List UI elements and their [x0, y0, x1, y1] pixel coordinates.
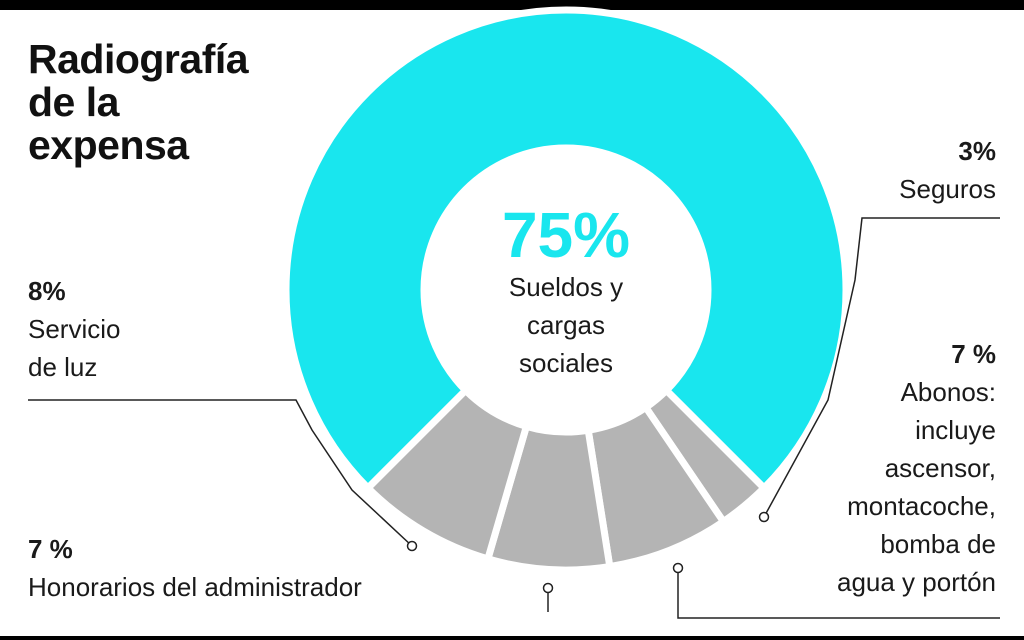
top-rule — [0, 0, 1024, 10]
label-seguros: 3% Seguros — [899, 132, 996, 208]
label-abonos-text: Abonos: incluye ascensor, montacoche, bo… — [836, 377, 996, 597]
leader-dot-seguros — [758, 511, 770, 523]
label-luz: 8% Servicio de luz — [28, 272, 120, 386]
label-honorarios-percent: 7 % — [28, 534, 73, 564]
bottom-rule — [0, 636, 1024, 640]
label-luz-text: Servicio de luz — [28, 314, 121, 382]
leader-dot-abonos — [672, 562, 684, 574]
center-label: Sueldos y cargas sociales — [508, 272, 624, 378]
center-percent: 75% — [501, 199, 631, 271]
leader-line-luz — [28, 399, 413, 547]
leader-line-seguros — [763, 217, 1000, 518]
leader-dot-luz — [406, 540, 418, 552]
slice-luz — [363, 385, 531, 564]
label-honorarios-text: Honorarios del administrador — [28, 572, 362, 602]
leader-dot-honorarios — [542, 582, 554, 594]
label-honorarios: 7 % Honorarios del administrador — [28, 530, 362, 606]
label-seguros-text: Seguros — [899, 174, 996, 204]
label-abonos: 7 % Abonos: incluye ascensor, montacoche… — [837, 335, 996, 601]
label-luz-percent: 8% — [28, 276, 66, 306]
label-abonos-percent: 7 % — [951, 339, 996, 369]
label-seguros-percent: 3% — [958, 136, 996, 166]
chart-title: Radiografía de la expensa — [28, 36, 249, 168]
leader-line-abonos — [677, 568, 1000, 619]
